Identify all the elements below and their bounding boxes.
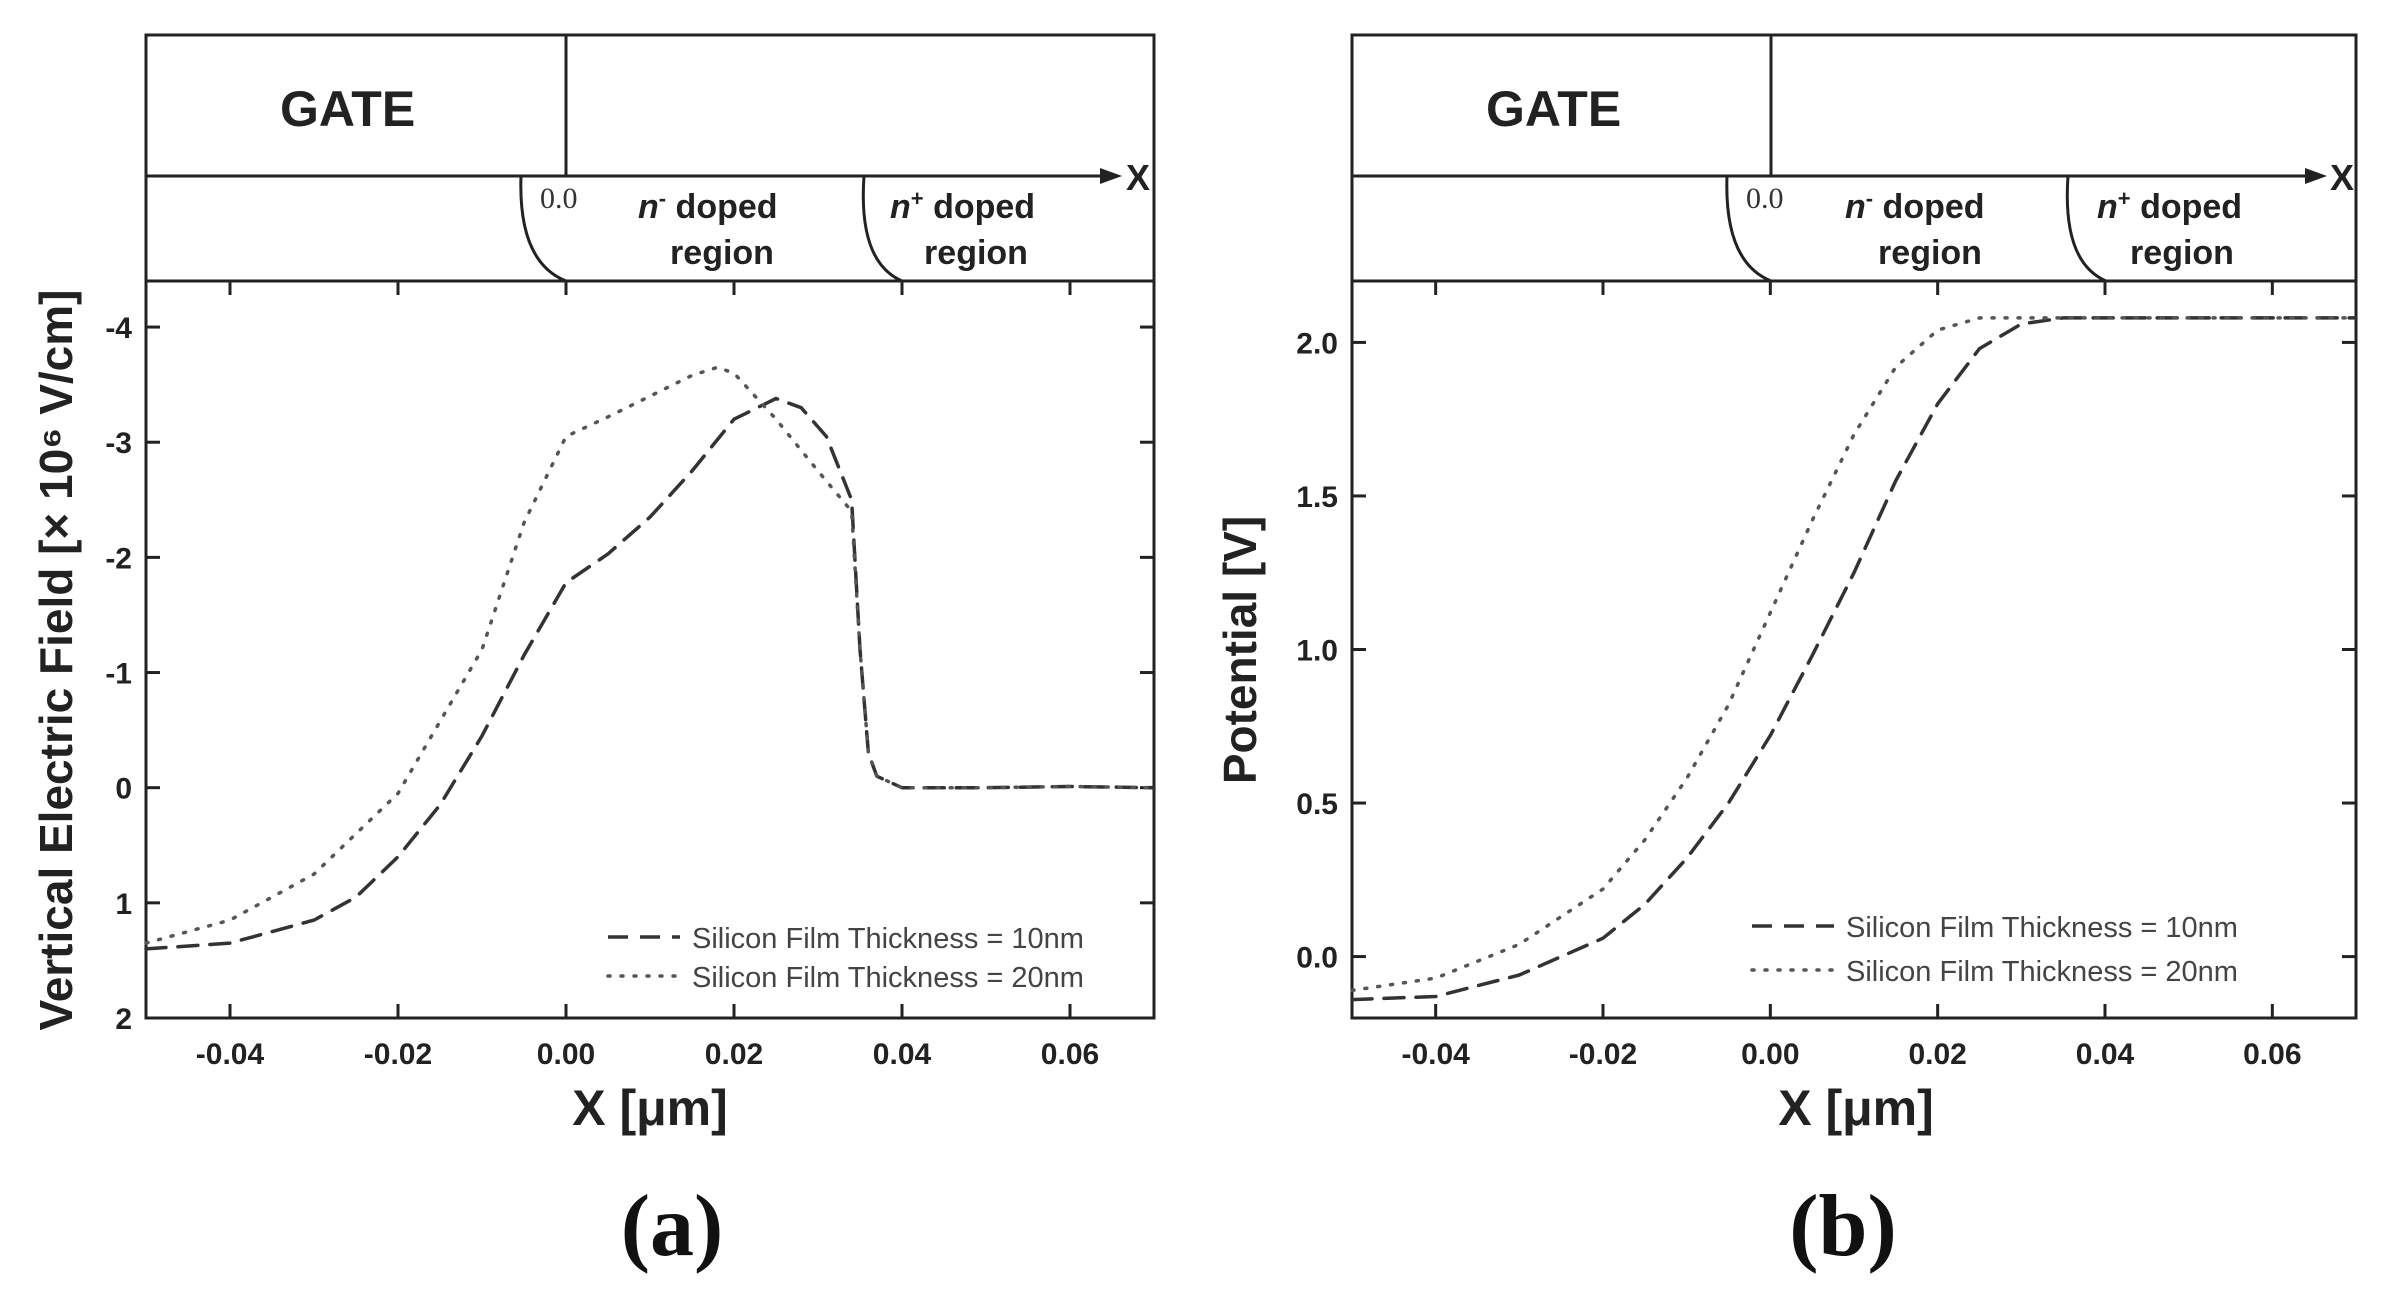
x-tick-label: -0.02 xyxy=(364,1038,432,1071)
schematic-x-label: X xyxy=(2330,157,2354,198)
y-tick-label: 2.0 xyxy=(1296,327,1338,360)
n-plus-n: n xyxy=(890,188,911,226)
x-tick-label: 0.02 xyxy=(1908,1038,1966,1071)
junction-curve-2 xyxy=(2065,175,2107,283)
series-line-20nm xyxy=(1350,316,2358,993)
n-minus-n: n xyxy=(1845,188,1866,226)
junction-curve-1 xyxy=(1725,175,1772,283)
x-tick-label: 0.06 xyxy=(2243,1038,2301,1071)
y-tick-label: 2 xyxy=(115,1003,132,1036)
n-minus-doped: doped xyxy=(666,188,777,226)
junction-curve-1 xyxy=(519,175,567,283)
y-tick-label: 1 xyxy=(115,888,132,921)
legend-a-label-20nm: Silicon Film Thickness = 20nm xyxy=(692,962,1084,994)
y-tick-label: -4 xyxy=(105,312,132,345)
x-tick-label: -0.04 xyxy=(196,1038,265,1071)
origin-label: 0.0 xyxy=(540,182,578,215)
legend-a-label-10nm: Silicon Film Thickness = 10nm xyxy=(692,923,1084,955)
axes-ticks-a: -0.04 -0.02 0.00 0.02 0.04 0.06 -4 -3 -2 -1 0 1 2 xyxy=(105,281,1154,1071)
legend-b: Silicon Film Thickness = 10nm Silicon Fi… xyxy=(1750,912,2238,988)
n-minus-region-label-2: region xyxy=(1878,234,1982,272)
gate-label: GATE xyxy=(1486,81,1621,137)
n-plus-doped: doped xyxy=(924,188,1035,226)
x-tick-label: 0.06 xyxy=(1041,1038,1099,1071)
y-tick-label: 1.5 xyxy=(1296,481,1338,514)
gate-label: GATE xyxy=(280,81,415,137)
n-plus-n: n xyxy=(2097,188,2118,226)
n-plus-doped: doped xyxy=(2131,188,2242,226)
device-schematic-b: X GATE 0.0 n- doped region n+ doped regi… xyxy=(1352,35,2354,283)
panel-b: X GATE 0.0 n- doped region n+ doped regi… xyxy=(1214,33,2358,1275)
y-tick-label: -3 xyxy=(105,427,132,460)
n-plus-region-label-2: region xyxy=(2130,234,2234,272)
x-axis-arrowhead xyxy=(2305,168,2327,184)
series-line-10nm xyxy=(1350,316,2358,1002)
n-minus-region-label: n- doped xyxy=(1845,186,1985,227)
panel-b-frame xyxy=(1350,33,2358,1020)
device-schematic-a: X GATE 0.0 n- doped region n+ doped regi… xyxy=(146,35,1150,283)
x-tick-label: 0.04 xyxy=(2076,1038,2135,1071)
series-line-10nm xyxy=(144,396,1156,951)
panel-label-b: (b) xyxy=(1789,1178,1897,1275)
axes-ticks-b: -0.04 -0.02 0.00 0.02 0.04 0.06 0.0 0.5 1.0 1.5 2.… xyxy=(1296,281,2356,1071)
n-minus-region-label-2: region xyxy=(670,234,774,272)
series-b xyxy=(1350,316,2358,1002)
n-minus-sup: - xyxy=(659,186,666,211)
n-plus-region-label-2: region xyxy=(924,234,1028,272)
panel-label-a: (a) xyxy=(621,1178,724,1275)
x-axis-arrowhead xyxy=(1100,168,1122,184)
n-minus-sup: - xyxy=(1866,186,1873,211)
n-plus-sup: + xyxy=(911,186,924,211)
panel-a-frame xyxy=(144,33,1156,1020)
n-plus-region-label: n+ doped xyxy=(2097,186,2242,227)
y-tick-label: 0.5 xyxy=(1296,788,1338,821)
n-minus-doped: doped xyxy=(1873,188,1984,226)
junction-curve-2 xyxy=(861,175,903,283)
n-plus-sup: + xyxy=(2118,186,2131,211)
origin-label: 0.0 xyxy=(1746,182,1784,215)
legend-b-label-10nm: Silicon Film Thickness = 10nm xyxy=(1846,912,2238,944)
x-tick-label: 0.00 xyxy=(537,1038,595,1071)
y-axis-title-a: Vertical Electric Field [× 10⁶ V/cm] xyxy=(30,290,82,1031)
x-axis-title-a: X [μm] xyxy=(572,1080,728,1136)
schematic-x-label: X xyxy=(1126,157,1150,198)
y-tick-label: -1 xyxy=(105,658,132,691)
legend-b-label-20nm: Silicon Film Thickness = 20nm xyxy=(1846,956,2238,988)
x-axis-title-b: X [μm] xyxy=(1778,1080,1934,1136)
n-minus-n: n xyxy=(638,188,659,226)
x-tick-label: -0.04 xyxy=(1401,1038,1470,1071)
y-tick-label: 1.0 xyxy=(1296,635,1338,668)
x-tick-label: 0.02 xyxy=(705,1038,763,1071)
y-axis-title-b: Potential [V] xyxy=(1214,516,1266,784)
n-minus-region-label: n- doped xyxy=(638,186,778,227)
n-plus-region-label: n+ doped xyxy=(890,186,1035,227)
series-line-20nm xyxy=(144,365,1156,945)
y-tick-label: 0 xyxy=(115,773,132,806)
legend-a: Silicon Film Thickness = 10nm Silicon Fi… xyxy=(606,923,1084,994)
x-tick-label: 0.04 xyxy=(873,1038,932,1071)
series-a xyxy=(144,365,1156,951)
panel-a: X GATE 0.0 n- doped region n+ doped regi… xyxy=(30,33,1156,1275)
y-tick-label: 0.0 xyxy=(1296,942,1338,975)
x-tick-label: -0.02 xyxy=(1569,1038,1637,1071)
x-tick-label: 0.00 xyxy=(1741,1038,1799,1071)
y-tick-label: -2 xyxy=(105,542,132,575)
